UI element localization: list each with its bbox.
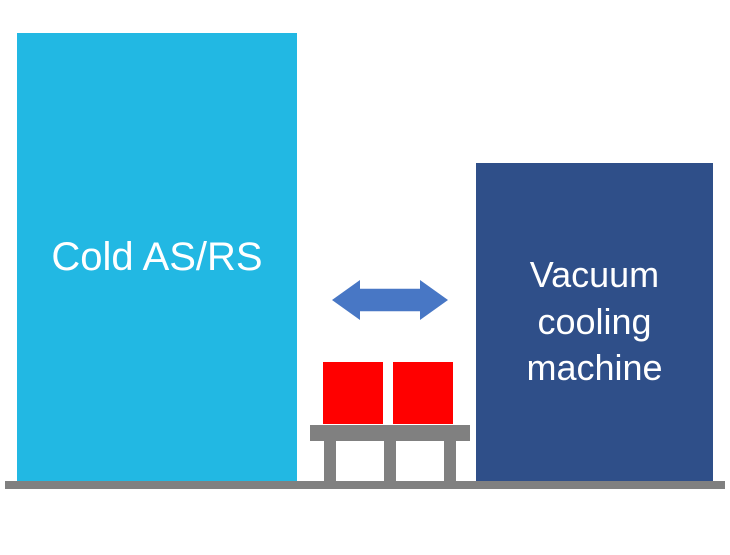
product-box bbox=[323, 362, 383, 424]
conveyor-leg bbox=[444, 441, 456, 481]
vacuum-cooling-block: Vacuum cooling machine bbox=[476, 163, 713, 481]
vacuum-cooling-label: Vacuum cooling machine bbox=[526, 252, 662, 392]
conveyor-leg bbox=[384, 441, 396, 481]
double-arrow-icon bbox=[332, 280, 448, 320]
cold-asrs-label: Cold AS/RS bbox=[51, 231, 262, 283]
conveyor-top bbox=[310, 425, 470, 441]
product-box bbox=[393, 362, 453, 424]
ground-line bbox=[5, 481, 725, 489]
conveyor-leg bbox=[324, 441, 336, 481]
cold-asrs-block: Cold AS/RS bbox=[17, 33, 297, 481]
